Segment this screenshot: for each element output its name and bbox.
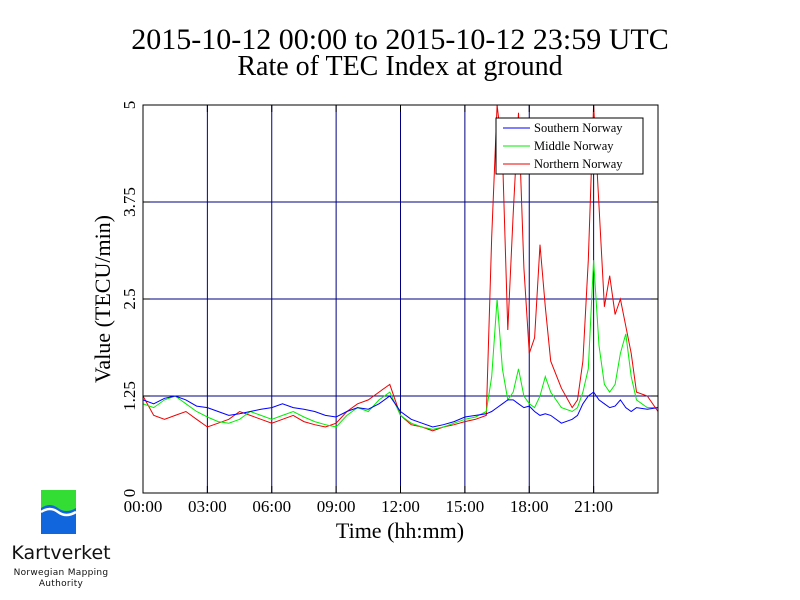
chart-subtitle: Rate of TEC Index at ground xyxy=(237,51,563,82)
x-tick-label: 09:00 xyxy=(317,497,356,516)
x-tick-label: 18:00 xyxy=(510,497,549,516)
y-tick-label: 0 xyxy=(120,489,139,498)
logo-subtitle-line2: Authority xyxy=(38,579,84,589)
x-tick-label: 06:00 xyxy=(252,497,291,516)
series-line-northern-norway xyxy=(143,105,658,432)
legend-label-southern: Southern Norway xyxy=(534,121,623,135)
y-tick-label: 3.75 xyxy=(120,187,139,217)
y-tick-label: 2.5 xyxy=(120,288,139,309)
x-tick-label: 12:00 xyxy=(381,497,420,516)
x-tick-label: 15:00 xyxy=(446,497,485,516)
axis-ticks xyxy=(142,104,658,494)
legend-label-middle: Middle Norway xyxy=(534,139,614,153)
x-tick-label: 21:00 xyxy=(574,497,613,516)
y-tick-label: 1.25 xyxy=(120,381,139,411)
chart-title: 2015-10-12 00:00 to 2015-10-12 23:59 UTC xyxy=(131,23,669,56)
y-axis-label: Value (TECU/min) xyxy=(90,215,115,383)
y-tick-label: 5 xyxy=(120,101,139,110)
x-tick-label: 03:00 xyxy=(188,497,227,516)
legend: Southern Norway Middle Norway Northern N… xyxy=(495,117,644,175)
kartverket-logo: Kartverket Norwegian Mapping Authority xyxy=(6,488,116,593)
y-tick-labels: 0 1.25 2.5 3.75 5 xyxy=(120,101,139,498)
logo-name: Kartverket xyxy=(11,542,111,564)
legend-label-northern: Northern Norway xyxy=(534,157,623,171)
series-group xyxy=(143,105,658,432)
x-tick-labels: 00:00 03:00 06:00 09:00 12:00 15:00 18:00 21:00 xyxy=(124,497,613,516)
x-tick-label: 00:00 xyxy=(124,497,163,516)
logo-subtitle-line1: Norwegian Mapping xyxy=(13,568,109,578)
series-line-southern-norway xyxy=(143,391,658,428)
x-axis-label: Time (hh:mm) xyxy=(336,518,464,543)
logo-mark-icon xyxy=(40,490,77,534)
